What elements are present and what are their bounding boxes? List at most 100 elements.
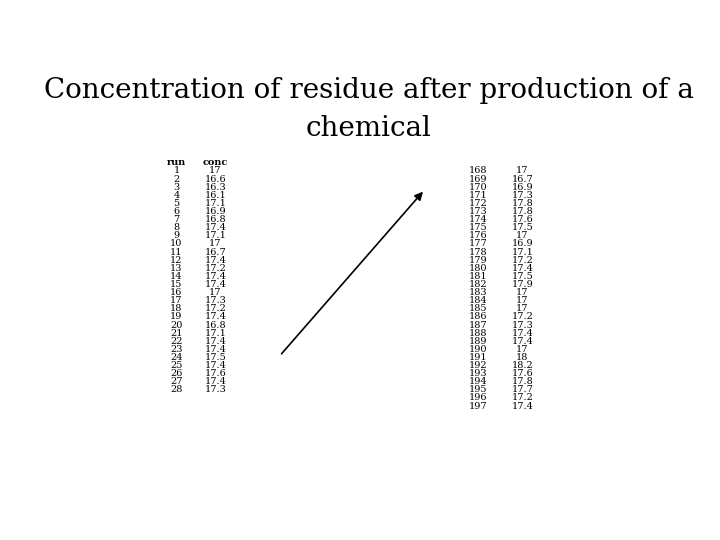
Text: 1: 1	[174, 166, 179, 176]
Text: 25: 25	[171, 361, 183, 370]
Text: 16.7: 16.7	[512, 174, 534, 184]
Text: 8: 8	[174, 223, 179, 232]
Text: 17.8: 17.8	[512, 207, 534, 216]
Text: 195: 195	[469, 386, 487, 394]
Text: 182: 182	[469, 280, 487, 289]
Text: 17.2: 17.2	[511, 394, 534, 402]
Text: 16: 16	[171, 288, 183, 297]
Text: 17: 17	[516, 305, 528, 313]
Text: 15: 15	[171, 280, 183, 289]
Text: 16.9: 16.9	[204, 207, 226, 216]
Text: 17.4: 17.4	[204, 280, 227, 289]
Text: 17.2: 17.2	[204, 264, 227, 273]
Text: 18: 18	[516, 353, 528, 362]
Text: 17.9: 17.9	[512, 280, 534, 289]
Text: 17: 17	[210, 166, 222, 176]
Text: 187: 187	[469, 321, 487, 329]
Text: 190: 190	[469, 345, 487, 354]
Text: 17.1: 17.1	[204, 231, 227, 240]
Text: 170: 170	[469, 183, 487, 192]
Text: 18: 18	[171, 305, 183, 313]
Text: 6: 6	[174, 207, 179, 216]
Text: 17: 17	[516, 166, 528, 176]
Text: 19: 19	[171, 313, 183, 321]
Text: 173: 173	[469, 207, 487, 216]
Text: 17.4: 17.4	[511, 402, 534, 410]
Text: 16.8: 16.8	[204, 321, 226, 329]
Text: 188: 188	[469, 329, 487, 338]
Text: 17.2: 17.2	[204, 305, 227, 313]
Text: 18.2: 18.2	[512, 361, 534, 370]
Text: 17.4: 17.4	[204, 255, 227, 265]
Text: 17: 17	[516, 296, 528, 305]
Text: 7: 7	[174, 215, 179, 224]
Text: 172: 172	[469, 199, 487, 208]
Text: 17.4: 17.4	[204, 223, 227, 232]
Text: 17.1: 17.1	[511, 247, 534, 256]
Text: 17.4: 17.4	[204, 361, 227, 370]
Text: 21: 21	[170, 329, 183, 338]
Text: 17.4: 17.4	[511, 329, 534, 338]
Text: 180: 180	[469, 264, 487, 273]
Text: 17.4: 17.4	[204, 272, 227, 281]
Text: 191: 191	[469, 353, 487, 362]
Text: chemical: chemical	[306, 114, 432, 141]
Text: 184: 184	[469, 296, 487, 305]
Text: 189: 189	[469, 337, 487, 346]
Text: Concentration of residue after production of a: Concentration of residue after productio…	[44, 77, 694, 104]
Text: 197: 197	[469, 402, 487, 410]
Text: 193: 193	[469, 369, 487, 378]
Text: 17.4: 17.4	[204, 337, 227, 346]
Text: 17.4: 17.4	[511, 264, 534, 273]
Text: 17.3: 17.3	[204, 386, 227, 394]
Text: 196: 196	[469, 394, 487, 402]
Text: 16.6: 16.6	[204, 174, 226, 184]
Text: 179: 179	[469, 255, 487, 265]
Text: 13: 13	[170, 264, 183, 273]
Text: 3: 3	[174, 183, 179, 192]
Text: 16.3: 16.3	[204, 183, 226, 192]
Text: 178: 178	[469, 247, 487, 256]
Text: 12: 12	[170, 255, 183, 265]
Text: 175: 175	[469, 223, 487, 232]
Text: 23: 23	[170, 345, 183, 354]
Text: 14: 14	[170, 272, 183, 281]
Text: 186: 186	[469, 313, 487, 321]
Text: 176: 176	[469, 231, 487, 240]
Text: 2: 2	[174, 174, 179, 184]
Text: 17.1: 17.1	[204, 329, 227, 338]
Text: 16.1: 16.1	[204, 191, 226, 200]
Text: 17: 17	[516, 288, 528, 297]
Text: 177: 177	[469, 239, 487, 248]
Text: 22: 22	[170, 337, 183, 346]
Text: 16.8: 16.8	[204, 215, 226, 224]
Text: 17.1: 17.1	[204, 199, 227, 208]
Text: 17.2: 17.2	[511, 313, 534, 321]
Text: 17.4: 17.4	[204, 313, 227, 321]
Text: 169: 169	[469, 174, 487, 184]
Text: 17.2: 17.2	[511, 255, 534, 265]
Text: 17.3: 17.3	[204, 296, 227, 305]
Text: 17.5: 17.5	[512, 272, 534, 281]
Text: 17.4: 17.4	[204, 345, 227, 354]
Text: 17.5: 17.5	[204, 353, 226, 362]
Text: 28: 28	[171, 386, 183, 394]
Text: 17.6: 17.6	[204, 369, 226, 378]
Text: 17: 17	[210, 288, 222, 297]
Text: 17.3: 17.3	[511, 191, 534, 200]
Text: 168: 168	[469, 166, 487, 176]
Text: 183: 183	[469, 288, 487, 297]
Text: 16.7: 16.7	[204, 247, 226, 256]
Text: 17: 17	[170, 296, 183, 305]
Text: 16.9: 16.9	[512, 183, 534, 192]
Text: 17: 17	[210, 239, 222, 248]
Text: 174: 174	[469, 215, 487, 224]
Text: 24: 24	[170, 353, 183, 362]
Text: 11: 11	[170, 247, 183, 256]
Text: 17.6: 17.6	[512, 369, 534, 378]
Text: 17.4: 17.4	[511, 337, 534, 346]
Text: 17: 17	[516, 345, 528, 354]
Text: 185: 185	[469, 305, 487, 313]
Text: 17.7: 17.7	[511, 386, 534, 394]
Text: 17.4: 17.4	[204, 377, 227, 386]
